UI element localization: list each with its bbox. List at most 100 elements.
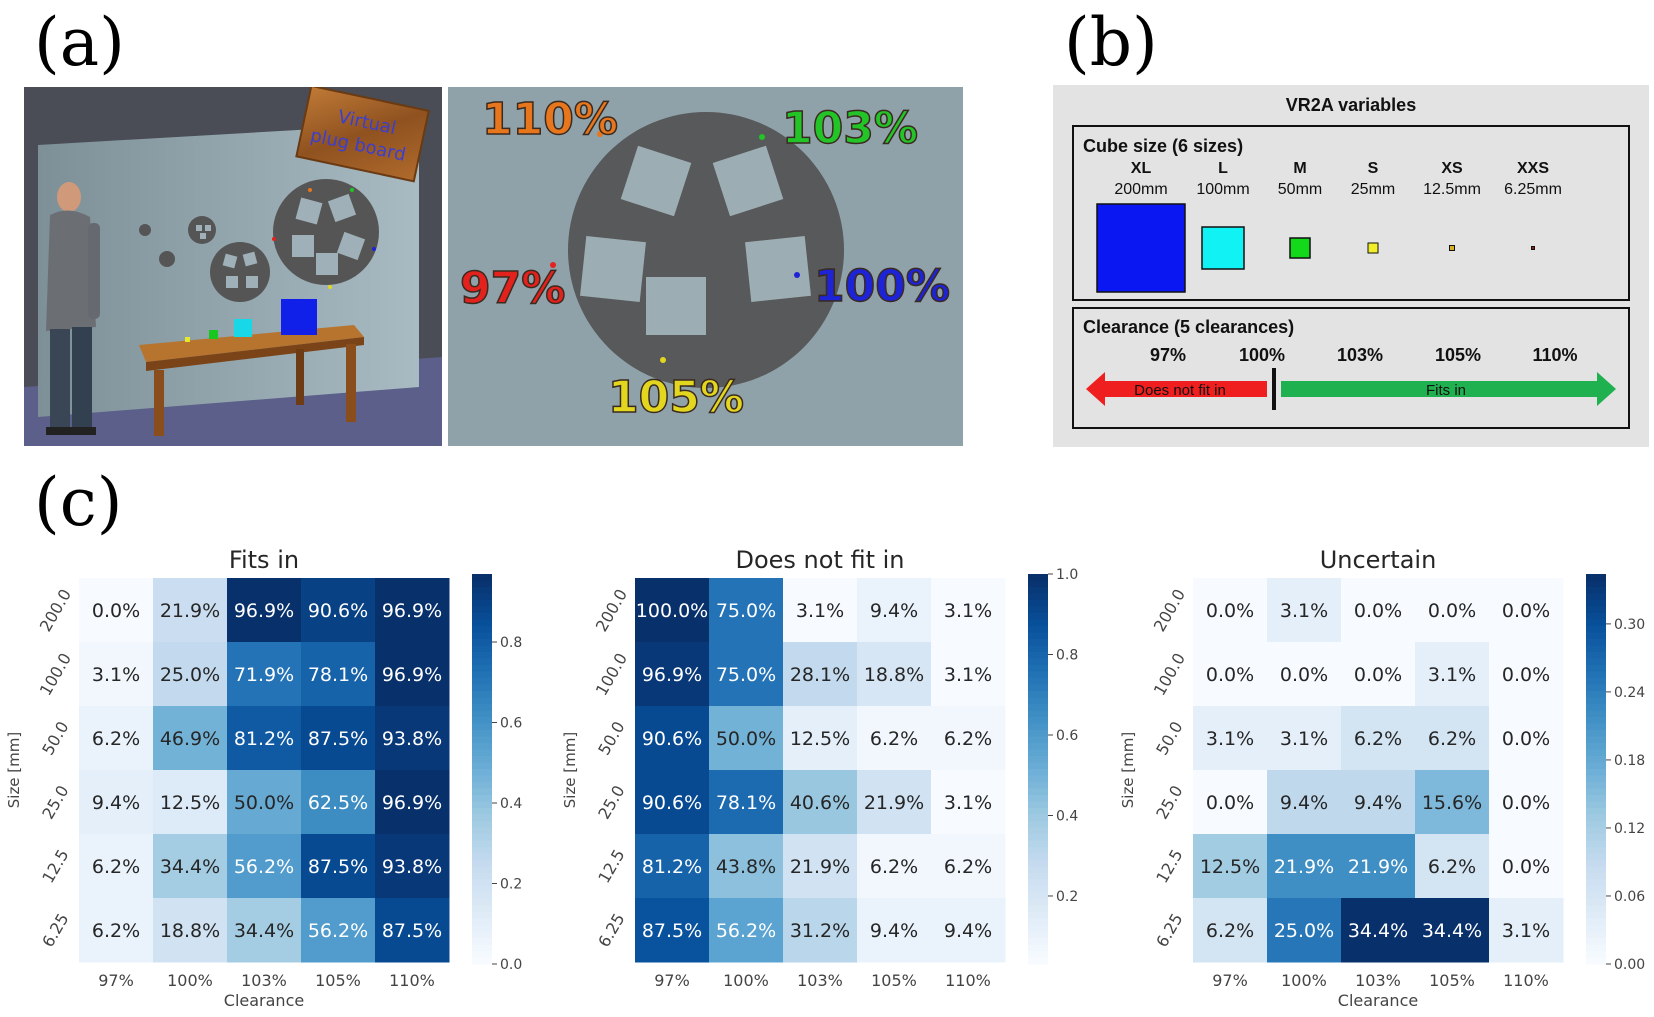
colorbar-segment bbox=[1586, 879, 1606, 887]
colorbar-segment bbox=[472, 938, 492, 946]
colorbar-segment bbox=[1586, 847, 1606, 855]
size-mm-xs: 12.5mm bbox=[1423, 181, 1481, 198]
heatmap-cell bbox=[375, 770, 450, 835]
colorbar-segment bbox=[1028, 944, 1048, 952]
colorbar-segment bbox=[472, 600, 492, 608]
heatmap-cell bbox=[783, 834, 858, 899]
colorbar-segment bbox=[472, 827, 492, 835]
heatmap-cell bbox=[153, 770, 228, 835]
vr2a-variables-panel: VR2A variables Cube size (6 sizes) XL 200… bbox=[1053, 85, 1649, 447]
colorbar-segment bbox=[1586, 957, 1606, 965]
colorbar-segment bbox=[472, 886, 492, 894]
cell-value-label: 3.1% bbox=[1502, 920, 1550, 942]
colorbar-segment bbox=[472, 626, 492, 634]
cell-value-label: 56.2% bbox=[308, 920, 368, 942]
heatmap-cell bbox=[79, 706, 154, 771]
cell-value-label: 6.2% bbox=[870, 728, 918, 750]
colorbar-segment bbox=[472, 912, 492, 920]
y-tick-label: 6.25 bbox=[38, 910, 72, 950]
heatmap-title: Does not fit in bbox=[735, 546, 904, 574]
colorbar-segment bbox=[472, 860, 492, 868]
colorbar-segment bbox=[1028, 626, 1048, 634]
colorbar-segment bbox=[1586, 736, 1606, 744]
cell-value-label: 34.4% bbox=[160, 856, 220, 878]
heatmap-cell bbox=[227, 834, 302, 899]
clearance-label: 103% bbox=[1337, 345, 1383, 365]
cube-s bbox=[185, 337, 190, 342]
xl-plug-closeup: 110% 103% 97% 100% 105% bbox=[448, 87, 963, 446]
cell-value-label: 6.2% bbox=[92, 856, 140, 878]
cell-value-label: 90.6% bbox=[642, 792, 702, 814]
colorbar-segment bbox=[472, 749, 492, 757]
colorbar-segment bbox=[1028, 704, 1048, 712]
colorbar-tick-label: 0.06 bbox=[1614, 889, 1645, 905]
colorbar-segment bbox=[1028, 892, 1048, 900]
colorbar-segment bbox=[1586, 827, 1606, 835]
colorbar-segment bbox=[1028, 879, 1048, 887]
colorbar-segment bbox=[1586, 626, 1606, 634]
colorbar-segment bbox=[1586, 749, 1606, 757]
heatmap-cell bbox=[153, 706, 228, 771]
colorbar-segment bbox=[1586, 710, 1606, 718]
colorbar-segment bbox=[472, 905, 492, 913]
heatmap-cell bbox=[783, 578, 858, 643]
heatmap-cell bbox=[79, 898, 154, 963]
colorbar-segment bbox=[472, 931, 492, 939]
person-standing bbox=[46, 182, 100, 435]
colorbar-segment bbox=[1028, 860, 1048, 868]
heatmap-cell bbox=[783, 642, 858, 707]
heatmap-cell bbox=[709, 898, 784, 963]
heatmap-cell bbox=[153, 834, 228, 899]
y-tick-label: 100.0 bbox=[36, 650, 75, 699]
fits-in-label: Fits in bbox=[1426, 382, 1466, 399]
x-tick-label: 110% bbox=[945, 971, 991, 990]
cell-value-label: 12.5% bbox=[160, 792, 220, 814]
cell-value-label: 6.2% bbox=[92, 728, 140, 750]
size-mm-xxs: 6.25mm bbox=[1504, 181, 1562, 198]
cell-value-label: 3.1% bbox=[796, 600, 844, 622]
callout-105: 105% bbox=[608, 372, 744, 423]
callout-103: 103% bbox=[782, 103, 918, 154]
heatmap-cell bbox=[375, 706, 450, 771]
y-tick-label: 50.0 bbox=[594, 718, 628, 758]
heatmap-cell bbox=[1415, 578, 1490, 643]
x-axis-label: Clearance bbox=[1338, 991, 1418, 1010]
callout-110: 110% bbox=[482, 94, 618, 145]
x-tick-label: 110% bbox=[1503, 971, 1549, 990]
heatmap-cell bbox=[709, 770, 784, 835]
colorbar-segment bbox=[1028, 606, 1048, 614]
colorbar-tick-label: 0.12 bbox=[1614, 821, 1645, 837]
colorbar-segment bbox=[1028, 782, 1048, 790]
colorbar-segment bbox=[472, 814, 492, 822]
hole-top-left bbox=[620, 145, 692, 217]
heatmap-cell bbox=[783, 770, 858, 835]
colorbar-segment bbox=[1586, 645, 1606, 653]
heatmap-cell bbox=[79, 642, 154, 707]
y-axis-label: Size [mm] bbox=[561, 732, 579, 809]
heatmap-cell bbox=[153, 578, 228, 643]
cell-value-label: 3.1% bbox=[1206, 728, 1254, 750]
clearance-label: 100% bbox=[1239, 345, 1285, 365]
colorbar-segment bbox=[1586, 717, 1606, 725]
colorbar-tick-label: 0.2 bbox=[500, 877, 522, 893]
x-tick-label: 103% bbox=[797, 971, 843, 990]
large-plug bbox=[210, 242, 270, 302]
heatmap-cell bbox=[931, 706, 1006, 771]
cell-value-label: 25.0% bbox=[1274, 920, 1334, 942]
y-tick-label: 12.5 bbox=[594, 846, 628, 886]
cell-value-label: 6.2% bbox=[870, 856, 918, 878]
colorbar-segment bbox=[1586, 619, 1606, 627]
cell-value-label: 12.5% bbox=[1200, 856, 1260, 878]
colorbar-segment bbox=[472, 925, 492, 933]
colorbar-segment bbox=[472, 853, 492, 861]
cube-swatch-xs bbox=[1449, 245, 1455, 251]
cell-value-label: 75.0% bbox=[716, 600, 776, 622]
cube-l bbox=[234, 319, 252, 337]
cell-value-label: 9.4% bbox=[1280, 792, 1328, 814]
colorbar-segment bbox=[1586, 593, 1606, 601]
cell-value-label: 3.1% bbox=[944, 664, 992, 686]
cell-value-label: 3.1% bbox=[92, 664, 140, 686]
cube-m bbox=[209, 330, 218, 339]
colorbar-tick-label: 0.2 bbox=[1056, 889, 1078, 905]
panel-label-c: (c) bbox=[34, 464, 123, 541]
